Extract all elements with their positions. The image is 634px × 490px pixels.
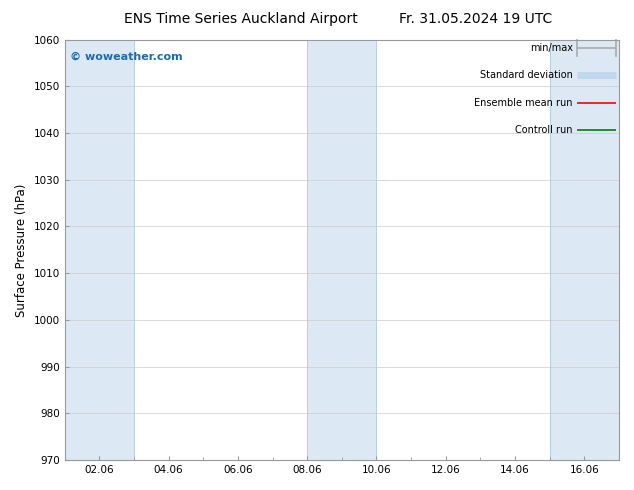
Text: Fr. 31.05.2024 19 UTC: Fr. 31.05.2024 19 UTC [399,12,552,26]
Text: © woweather.com: © woweather.com [70,52,183,62]
Bar [307,40,377,460]
Text: ENS Time Series Auckland Airport: ENS Time Series Auckland Airport [124,12,358,26]
Text: min/max: min/max [530,43,573,53]
Bar [65,40,134,460]
Bar [550,40,619,460]
Text: Controll run: Controll run [515,125,573,135]
Text: Ensemble mean run: Ensemble mean run [474,98,573,108]
Text: Standard deviation: Standard deviation [480,71,573,80]
Y-axis label: Surface Pressure (hPa): Surface Pressure (hPa) [15,183,28,317]
